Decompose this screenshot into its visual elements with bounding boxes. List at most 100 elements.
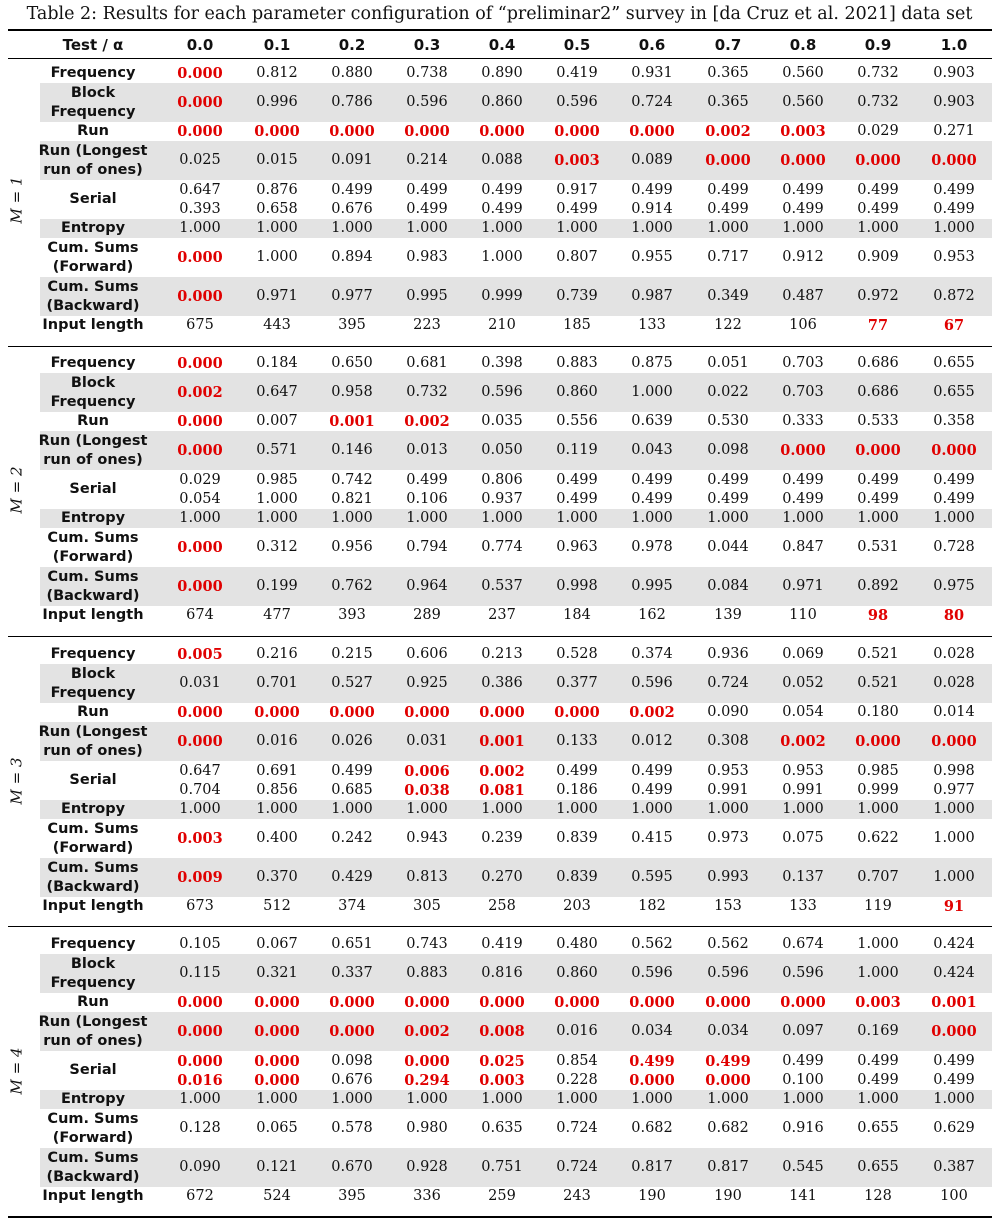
value-cell: 0.499 0.499 xyxy=(919,1051,989,1090)
value-cell: 0.860 xyxy=(467,83,537,122)
p-value: 0.089 xyxy=(631,152,673,168)
test-name-line: Cum. Sums xyxy=(47,568,139,585)
test-name: Entropy xyxy=(40,1090,146,1109)
value-cell: 0.000 xyxy=(165,528,235,567)
p-value: 0.975 xyxy=(933,578,975,594)
p-value: 0.000 xyxy=(329,1023,375,1040)
value-cell: 0.717 xyxy=(693,238,763,277)
value-cell: 0.635 xyxy=(467,1109,537,1148)
value-cell: 0.724 xyxy=(542,1109,612,1148)
test-name-line: Frequency xyxy=(50,355,136,371)
p-value: 1.000 xyxy=(631,220,673,236)
test-name: Cum. Sums (Forward) xyxy=(40,1109,146,1148)
value-cell: 0.090 xyxy=(693,703,763,722)
value-cell: 0.115 xyxy=(165,954,235,993)
table-row: Block Frequency 0.115 0.321 0.337 0.883 0.816 0… xyxy=(40,954,992,993)
p-value: 141 xyxy=(789,1188,817,1204)
value-cell: 0.595 xyxy=(617,858,687,897)
test-name: Serial xyxy=(40,761,146,800)
test-name: Run (Longest run of ones) xyxy=(39,1012,148,1051)
value-cell: 0.596 xyxy=(467,373,537,412)
value-cell: 0.000 xyxy=(843,722,913,761)
header-alpha: 0.7 xyxy=(714,35,742,54)
value-cell: 0.000 xyxy=(768,431,838,470)
p-value: 0.000 xyxy=(479,123,525,140)
value-cell: 0.000 xyxy=(165,354,235,373)
p-value: 184 xyxy=(563,607,591,623)
p-value: 0.875 xyxy=(631,355,673,371)
value-cell: 0.002 xyxy=(392,412,462,431)
table-row: Run (Longest run of ones) 0.000 0.000 0.000 0… xyxy=(39,1012,992,1051)
p-value: 67 xyxy=(943,317,965,334)
value-cell: 184 xyxy=(542,606,612,625)
p-value: 0.081 xyxy=(479,781,525,799)
value-cell: 0.321 xyxy=(242,954,312,993)
value-cell: 1.000 xyxy=(617,509,687,528)
p-value: 0.001 xyxy=(479,733,525,750)
value-cell: 0.987 xyxy=(617,277,687,316)
value-cell: 0.499 0.499 xyxy=(617,761,687,800)
table-row: Cum. Sums (Backward) 0.009 0.370 0.429 0.813 0… xyxy=(40,858,992,897)
p-value: 0.499 xyxy=(933,1071,975,1088)
value-cell: 0.000 xyxy=(165,122,235,141)
value-cell: 1.000 xyxy=(165,219,235,238)
table-row: Serial 0.000 0.016 0.000 0.000 0.098 0.676 0.00… xyxy=(40,1051,992,1090)
value-cell: 0.499 0.685 xyxy=(317,761,387,800)
p-value: 0.184 xyxy=(256,355,298,371)
value-cell: 0.386 xyxy=(467,664,537,703)
value-cell: 0.009 xyxy=(165,858,235,897)
p-value: 110 xyxy=(789,607,817,623)
value-cell: 0.000 xyxy=(165,83,235,122)
value-cell: 1.000 xyxy=(467,238,537,277)
test-name: Entropy xyxy=(40,800,146,819)
value-cell: 0.075 xyxy=(768,819,838,858)
value-cell: 0.894 xyxy=(317,238,387,277)
value-cell: 0.807 xyxy=(542,238,612,277)
p-value: 0.925 xyxy=(406,675,448,691)
p-value: 0.816 xyxy=(481,965,523,981)
value-cell: 0.387 xyxy=(919,1148,989,1187)
p-value: 0.000 xyxy=(329,704,375,721)
table-row: Cum. Sums (Forward) 0.003 0.400 0.242 0.943 0.… xyxy=(40,819,992,858)
p-value: 0.691 xyxy=(256,762,298,779)
p-value: 1.000 xyxy=(933,220,975,236)
value-cell: 0.883 xyxy=(392,954,462,993)
value-cell: 0.681 xyxy=(392,354,462,373)
value-cell: 674 xyxy=(165,606,235,625)
value-cell: 0.025 0.003 xyxy=(467,1051,537,1090)
test-name-line: (Backward) xyxy=(46,297,140,314)
p-value: 0.499 xyxy=(933,490,975,507)
p-value: 0.724 xyxy=(556,1159,598,1175)
block-rule xyxy=(8,636,992,637)
table-row: Frequency 0.000 0.184 0.650 0.681 0.398 0.883 0… xyxy=(40,354,992,373)
value-cell: 122 xyxy=(693,316,763,335)
p-value: 0.985 xyxy=(857,762,899,779)
p-value: 0.034 xyxy=(707,1023,749,1039)
value-cell: 0.860 xyxy=(542,373,612,412)
value-cell: 0.098 0.676 xyxy=(317,1051,387,1090)
p-value: 0.000 xyxy=(479,704,525,721)
p-value: 0.655 xyxy=(933,355,975,371)
p-value: 0.499 xyxy=(857,200,899,217)
p-value: 119 xyxy=(864,898,892,914)
p-value: 0.953 xyxy=(933,249,975,265)
p-value: 0.499 xyxy=(933,200,975,217)
value-cell: 0.119 xyxy=(542,431,612,470)
p-value: 0.971 xyxy=(782,578,824,594)
table-row: Entropy 1.000 1.000 1.000 1.000 1.000 1.000 1.0… xyxy=(40,509,992,528)
value-cell: 0.499 0.499 xyxy=(617,470,687,509)
value-cell: 0.963 xyxy=(542,528,612,567)
p-value: 0.499 xyxy=(556,490,598,507)
value-cell: 0.000 xyxy=(392,993,462,1012)
test-name: Entropy xyxy=(40,219,146,238)
p-value: 1.000 xyxy=(331,220,373,236)
value-cell: 0.015 xyxy=(242,141,312,180)
value-cell: 237 xyxy=(467,606,537,625)
value-cell: 0.013 xyxy=(392,431,462,470)
value-cell: 0.647 0.704 xyxy=(165,761,235,800)
p-value: 0.499 xyxy=(857,1052,899,1069)
p-value: 0.365 xyxy=(707,65,749,81)
p-value: 0.892 xyxy=(857,578,899,594)
p-value: 0.000 xyxy=(931,442,977,459)
test-name-line: Serial xyxy=(69,481,117,497)
